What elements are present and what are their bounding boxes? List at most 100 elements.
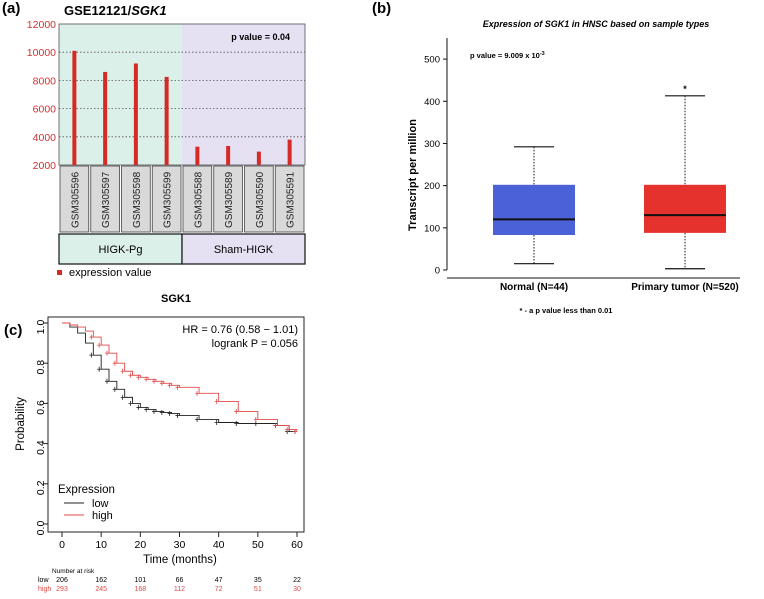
chart-c-risk-value: 293 [56, 586, 68, 593]
chart-c-ytick-label: 0.6 [35, 400, 47, 415]
chart-c-censor-mark [89, 352, 94, 358]
chart-a-category-label: GSM305591 [286, 171, 297, 228]
chart-b-category-label: Primary tumor (N=520) [631, 282, 739, 293]
chart-c-censor-mark [128, 372, 133, 378]
chart-c-censor-mark [97, 366, 102, 372]
chart-c-risk-value: 168 [134, 586, 146, 593]
chart-a-bar [133, 63, 138, 166]
chart-c-legend-title: Expression [58, 484, 115, 496]
chart-c-censor-mark [293, 429, 297, 435]
chart-c-censor-mark [175, 412, 180, 418]
chart-a-legend-label: expression value [69, 267, 152, 279]
chart-a-category-label: GSM305598 [132, 171, 143, 228]
chart-a-category-label: GSM305599 [163, 171, 174, 228]
chart-c-risk-value: 47 [215, 577, 223, 584]
chart-c-risk-value: 206 [56, 577, 68, 584]
chart-c-series-high [62, 322, 298, 432]
chart-c-censor-mark [105, 350, 109, 356]
chart-c-legend-label: high [92, 510, 113, 522]
chart-a-bar [256, 151, 261, 165]
chart-c-ytick-label: 0.8 [35, 360, 47, 375]
chart-a-category-label: GSM305588 [193, 171, 204, 228]
chart-c-xlabel: Time (months) [143, 554, 217, 566]
panel-label-b: (b) [372, 0, 392, 17]
panel-label-c: (c) [4, 322, 23, 339]
chart-a-legend-swatch [57, 270, 62, 275]
chart-c-censor-mark [234, 421, 239, 426]
chart-c-ytick-label: 0.0 [35, 521, 47, 536]
chart-b-box [644, 184, 726, 233]
chart-c-censor-mark [159, 409, 164, 415]
chart-c-xtick-label: 50 [252, 539, 264, 551]
chart-b-title: Expression of SGK1 in HNSC based on samp… [483, 19, 710, 29]
chart-a-bar [164, 76, 169, 165]
chart-a-category-label: GSM305596 [70, 171, 81, 228]
chart-c-risk-value: 101 [134, 577, 146, 584]
chart-b-star: * [683, 84, 687, 94]
chart-a-category-cell [244, 165, 274, 233]
chart-a-group-bg-1 [182, 24, 305, 165]
chart-c-risk-title: Number at risk [52, 568, 95, 575]
chart-a-category-label: GSM305589 [224, 171, 235, 228]
chart-b-pvalue: p value = 9.009 x 10-3 [470, 51, 545, 60]
chart-c-xtick-label: 20 [134, 539, 146, 551]
chart-b-ytick-label: 200 [424, 181, 440, 192]
chart-c-risk-row-label: low [38, 577, 49, 584]
chart-c-risk-value: 112 [174, 586, 185, 593]
chart-b-ytick-label: 300 [424, 139, 440, 150]
chart-b-ylabel: Transcript per million [407, 119, 419, 231]
chart-c-censor-mark [214, 419, 219, 425]
chart-b-pvalue-exponent: -3 [540, 51, 545, 57]
chart-b-ytick-label: 0 [435, 266, 440, 277]
chart-c-xtick-label: 60 [291, 539, 303, 551]
chart-c-hr: HR = 0.76 (0.58 − 1.01) [182, 324, 298, 336]
chart-c-censor-mark [112, 386, 117, 392]
chart-c-risk-value: 66 [176, 577, 184, 584]
chart-c-title: SGK1 [161, 293, 191, 305]
chart-c-plot-frame [47, 316, 305, 533]
chart-a-bar [103, 71, 108, 165]
chart-c-xtick-label: 40 [213, 539, 225, 551]
chart-a-plot-frame [58, 23, 306, 166]
chart-a-category-cell [274, 165, 305, 233]
chart-b-ytick-label: 400 [424, 97, 440, 108]
chart-c-censor-mark [195, 416, 200, 422]
chart-c-censor-mark [152, 408, 156, 414]
chart-c-ytick-label: 0.4 [35, 440, 47, 455]
chart-a-ytick-label: 12000 [27, 19, 56, 31]
chart-a-bar [72, 50, 77, 165]
chart-c-censor-mark [285, 427, 290, 433]
chart-c-censor-mark [234, 408, 239, 414]
chart-b-category-label: Normal (N=44) [500, 282, 568, 293]
chart-a-bar [287, 139, 292, 165]
chart-c-censor-mark [112, 360, 117, 366]
chart-a-bar [195, 146, 200, 165]
chart-b-ytick-label: 100 [424, 223, 440, 234]
chart-c-censor-mark [175, 384, 180, 390]
chart-a-ytick-label: 2000 [33, 160, 57, 172]
chart-c-censor-mark [120, 394, 125, 400]
chart-c-censor-mark [128, 400, 133, 406]
chart-a-ytick-label: 8000 [33, 75, 57, 87]
chart-c-xtick-label: 10 [95, 539, 107, 551]
chart-c-censor-mark [120, 368, 125, 374]
chart-a-title-gene: SGK1 [131, 3, 166, 18]
chart-c-ytick-label: 1.0 [35, 320, 47, 335]
chart-a-category-cell [59, 165, 90, 233]
chart-c-censor-mark [136, 374, 141, 380]
chart-c-xtick-label: 30 [174, 539, 186, 551]
chart-a-ytick-label: 6000 [33, 104, 57, 116]
chart-c-risk-row-label: high [38, 586, 51, 593]
chart-a-category-cell [121, 165, 151, 233]
chart-c-censor-mark [144, 376, 149, 382]
chart-c-ytick-label: 0.2 [35, 480, 47, 495]
chart-c-censor-mark [89, 334, 94, 340]
chart-c-censor-mark [195, 390, 200, 396]
chart-c-censor-mark [214, 398, 219, 404]
chart-a-group-bg-0 [59, 24, 182, 165]
chart-b-ytick-label: 500 [424, 55, 440, 66]
chart-c-censor-mark [136, 404, 141, 410]
chart-c-censor-mark [167, 410, 172, 416]
chart-c-censor-mark [273, 423, 278, 429]
